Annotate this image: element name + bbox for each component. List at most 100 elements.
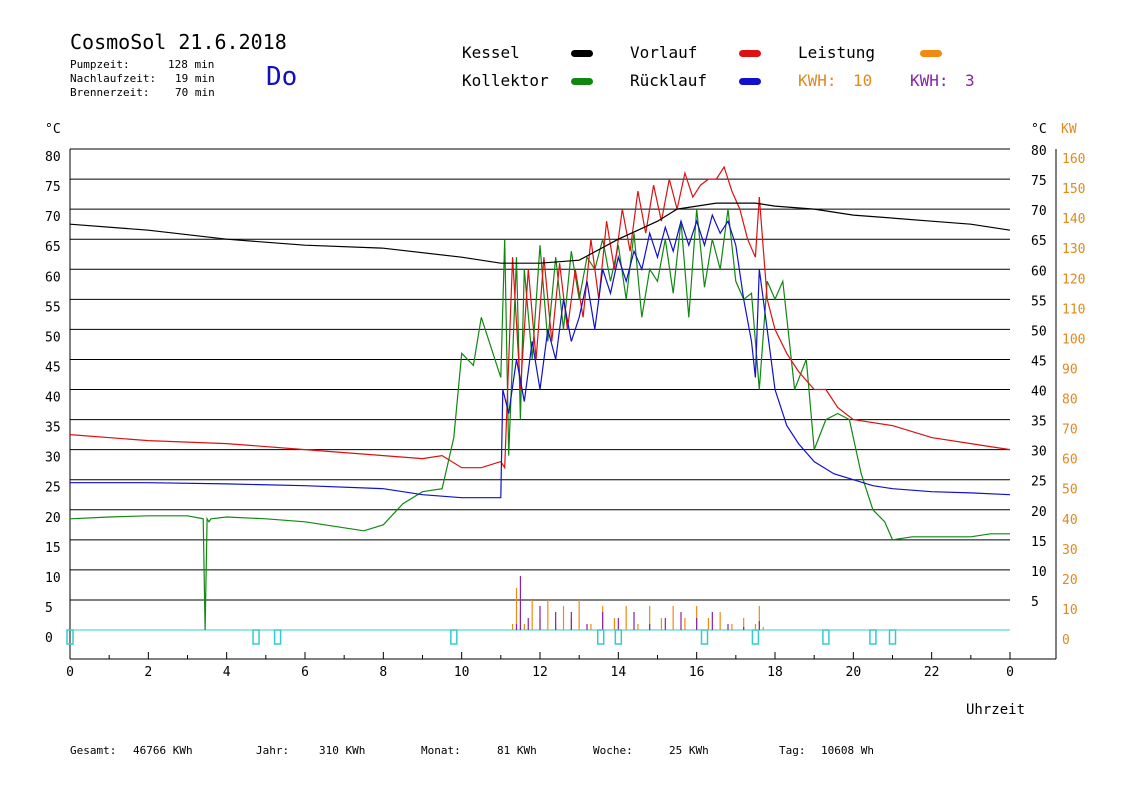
y-tick-right-temp: 35 xyxy=(1031,415,1047,430)
y-tick-left: 60 xyxy=(45,270,61,285)
y-tick-right-power: 30 xyxy=(1062,543,1078,558)
x-axis-label: Uhrzeit xyxy=(966,702,1025,718)
pump-marker xyxy=(450,629,458,645)
legend-leistung-swatch xyxy=(920,50,942,57)
y-tick-right-power: 0 xyxy=(1062,633,1070,648)
legend-kessel-label: Kessel xyxy=(462,43,520,62)
y-tick-left: 40 xyxy=(45,391,61,406)
y-tick-right-power: 150 xyxy=(1062,182,1085,197)
x-tick-label: 16 xyxy=(689,665,705,680)
pump-marker xyxy=(888,629,897,645)
y-tick-right-temp: 75 xyxy=(1031,174,1047,189)
axes xyxy=(69,149,1057,660)
footer-tag-label: Tag: xyxy=(779,744,806,757)
y-tick-left: 25 xyxy=(45,481,61,496)
legend-kwh1-label: KWH: xyxy=(798,71,837,90)
y-tick-right-power: 90 xyxy=(1062,362,1078,377)
y-tick-right-power: 140 xyxy=(1062,212,1085,227)
legend-vorlauf-label: Vorlauf xyxy=(630,43,698,62)
y-tick-right-temp: 20 xyxy=(1031,505,1047,520)
y-tick-right-temp: 25 xyxy=(1031,475,1047,490)
y-tick-left: 20 xyxy=(45,511,61,526)
x-tick-label: 2 xyxy=(144,665,152,680)
y-tick-right-temp: 60 xyxy=(1031,264,1047,279)
y-tick-left: 5 xyxy=(45,601,53,616)
y-tick-right-power: 110 xyxy=(1062,302,1085,317)
legend-kollektor-label: Kollektor xyxy=(462,71,549,90)
series-ruecklauf xyxy=(70,213,1011,499)
pump-marker xyxy=(66,629,74,645)
footer-gesamt-value: 46766 KWh xyxy=(133,744,193,757)
series-kollektor xyxy=(69,209,1010,631)
pump-marker xyxy=(751,629,760,645)
y-axis-label-right-power: KW xyxy=(1061,122,1077,137)
x-tick-label: 12 xyxy=(532,665,548,680)
y-tick-left: 80 xyxy=(45,150,61,165)
footer-monat-label: Monat: xyxy=(421,744,461,757)
y-tick-right-power: 40 xyxy=(1062,513,1078,528)
pump-markers xyxy=(66,629,897,645)
brennerzeit-label: Brennerzeit: xyxy=(70,86,150,99)
y-tick-right-power: 80 xyxy=(1062,393,1078,408)
footer-woche-value: 25 KWh xyxy=(669,744,709,757)
y-tick-right-power: 50 xyxy=(1062,483,1078,498)
y-axis-label-right-temp: °C xyxy=(1031,122,1047,137)
legend-kessel-swatch xyxy=(571,50,593,57)
brennerzeit-value: 70 min xyxy=(175,86,215,99)
footer-monat-value: 81 KWh xyxy=(497,744,537,757)
series-vorlauf xyxy=(69,165,1011,470)
footer-gesamt-label: Gesamt: xyxy=(70,744,117,757)
y-tick-left: 45 xyxy=(45,360,61,375)
weekday-label: Do xyxy=(266,62,298,92)
y-tick-left: 0 xyxy=(45,631,53,646)
y-tick-left: 65 xyxy=(45,240,61,255)
y-tick-right-power: 120 xyxy=(1062,272,1085,287)
legend-kwh1-value: 10 xyxy=(853,71,873,90)
y-tick-right-power: 100 xyxy=(1062,332,1085,347)
x-tick-label: 18 xyxy=(767,665,783,680)
x-tick-label: 22 xyxy=(924,665,940,680)
legend-ruecklauf-swatch xyxy=(739,78,761,85)
y-tick-right-temp: 40 xyxy=(1031,385,1047,400)
y-tick-right-power: 70 xyxy=(1062,423,1078,438)
legend-ruecklauf-label: Rücklauf xyxy=(630,71,708,90)
chart-title: CosmoSol 21.6.2018 xyxy=(70,30,287,54)
footer-jahr-label: Jahr: xyxy=(256,744,290,757)
y-tick-right-power: 60 xyxy=(1062,453,1078,468)
pump-marker xyxy=(700,629,709,645)
legend-kwh2-label: KWH: xyxy=(910,71,949,90)
pump-marker xyxy=(596,629,605,645)
y-tick-left: 30 xyxy=(45,451,61,466)
legend-kollektor-swatch xyxy=(571,78,593,85)
legend-vorlauf-swatch xyxy=(739,50,761,57)
x-tick-label: 10 xyxy=(454,665,470,680)
pump-marker xyxy=(822,629,830,645)
y-tick-right-temp: 80 xyxy=(1031,144,1047,159)
y-tick-right-temp: 50 xyxy=(1031,324,1047,339)
y-tick-left: 55 xyxy=(45,300,61,315)
footer-woche-label: Woche: xyxy=(593,744,633,757)
nachlaufzeit-value: 19 min xyxy=(175,72,215,85)
tick-labels: 0510152025303540455055606570758051015202… xyxy=(45,144,1085,680)
power-bars xyxy=(511,575,764,630)
y-tick-right-temp: 10 xyxy=(1031,565,1047,580)
y-tick-left: 70 xyxy=(45,210,61,225)
legend-kwh2-value: 3 xyxy=(965,71,975,90)
y-tick-right-power: 130 xyxy=(1062,242,1085,257)
y-tick-left: 50 xyxy=(45,330,61,345)
x-tick-label: 14 xyxy=(611,665,627,680)
y-tick-left: 10 xyxy=(45,571,61,586)
y-tick-right-temp: 45 xyxy=(1031,354,1047,369)
y-tick-right-power: 10 xyxy=(1062,603,1078,618)
y-tick-left: 75 xyxy=(45,180,61,195)
legend-leistung-label: Leistung xyxy=(798,43,876,62)
y-tick-right-temp: 70 xyxy=(1031,204,1047,219)
y-tick-right-temp: 65 xyxy=(1031,234,1047,249)
y-tick-right-temp: 5 xyxy=(1031,595,1039,610)
y-tick-right-power: 20 xyxy=(1062,573,1078,588)
pumpzeit-value: 128 min xyxy=(168,58,215,71)
series-kessel xyxy=(69,202,1011,264)
y-tick-left: 35 xyxy=(45,421,61,436)
y-tick-left: 15 xyxy=(45,541,61,556)
pumpzeit-label: Pumpzeit: xyxy=(70,58,130,71)
